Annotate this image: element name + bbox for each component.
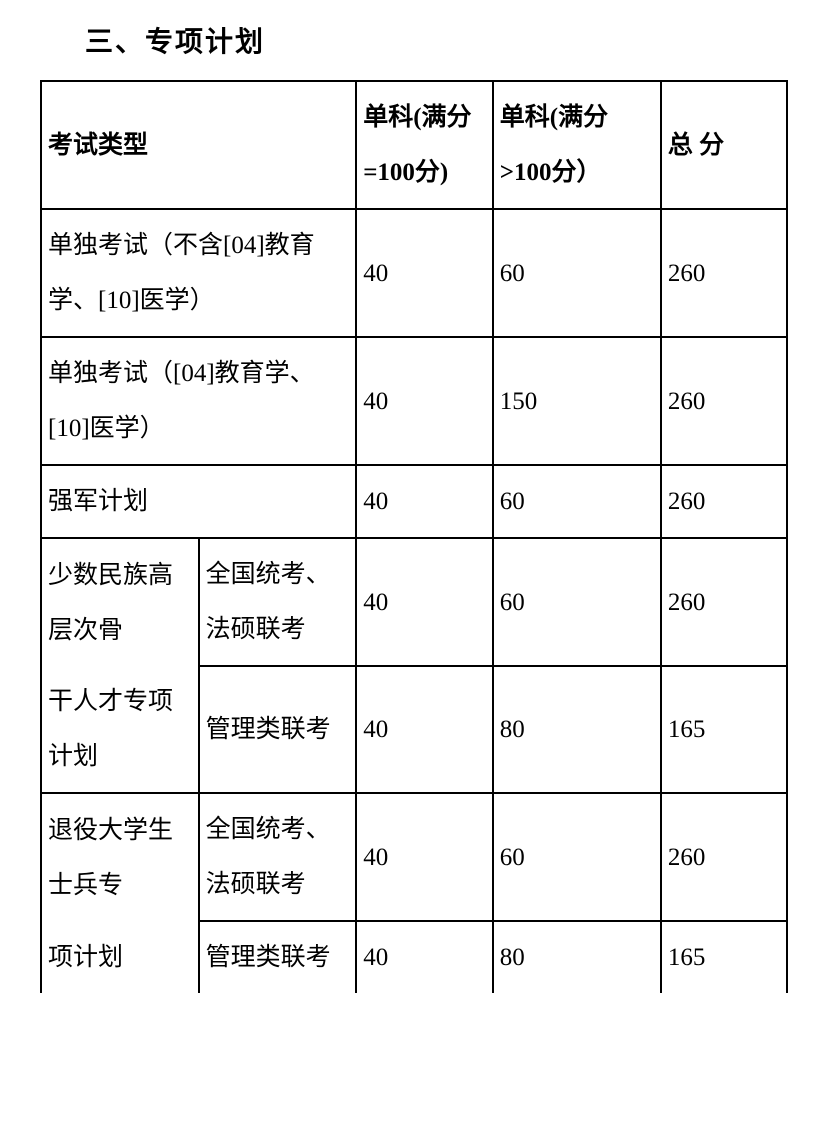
table-row: 退役大学生士兵专 全国统考、法硕联考 40 60 260 [41,793,787,921]
header-exam-type: 考试类型 [41,81,356,209]
cell-score2: 60 [493,209,661,337]
header-total: 总 分 [661,81,787,209]
cell-score1: 40 [356,465,493,538]
cell-score2: 60 [493,538,661,666]
table-row: 项计划 管理类联考 40 80 165 [41,921,787,993]
table-row: 强军计划 40 60 260 [41,465,787,538]
cell-score1: 40 [356,209,493,337]
table-row: 少数民族高层次骨 全国统考、法硕联考 40 60 260 [41,538,787,666]
cell-score2: 150 [493,337,661,465]
cell-score1: 40 [356,538,493,666]
cell-group-label-top: 退役大学生士兵专 [41,793,199,921]
cell-total: 260 [661,209,787,337]
cell-score2: 80 [493,666,661,793]
table-row: 单独考试（不含[04]教育学、[10]医学） 40 60 260 [41,209,787,337]
cell-total: 260 [661,337,787,465]
cell-subtype: 管理类联考 [199,921,357,993]
cell-total: 165 [661,921,787,993]
cell-score2: 80 [493,921,661,993]
cell-score2: 60 [493,465,661,538]
cell-score1: 40 [356,666,493,793]
special-plan-table: 考试类型 单科(满分=100分) 单科(满分>100分） 总 分 单独考试（不含… [40,80,788,993]
cell-total: 260 [661,538,787,666]
cell-total: 165 [661,666,787,793]
cell-subtype: 管理类联考 [199,666,357,793]
cell-group-label-bottom: 干人才专项计划 [41,666,199,793]
cell-group-label-top: 少数民族高层次骨 [41,538,199,666]
cell-score1: 40 [356,793,493,921]
cell-group-label-bottom: 项计划 [41,921,199,993]
table-row: 干人才专项计划 管理类联考 40 80 165 [41,666,787,793]
header-score2: 单科(满分>100分） [493,81,661,209]
cell-score2: 60 [493,793,661,921]
cell-total: 260 [661,793,787,921]
cell-score1: 40 [356,921,493,993]
cell-exam-type: 单独考试（[04]教育学、[10]医学） [41,337,356,465]
section-title: 三、专项计划 [40,20,788,60]
cell-total: 260 [661,465,787,538]
cell-subtype: 全国统考、法硕联考 [199,793,357,921]
cell-exam-type: 强军计划 [41,465,356,538]
cell-subtype: 全国统考、法硕联考 [199,538,357,666]
cell-score1: 40 [356,337,493,465]
table-row: 单独考试（[04]教育学、[10]医学） 40 150 260 [41,337,787,465]
header-score1: 单科(满分=100分) [356,81,493,209]
cell-exam-type: 单独考试（不含[04]教育学、[10]医学） [41,209,356,337]
